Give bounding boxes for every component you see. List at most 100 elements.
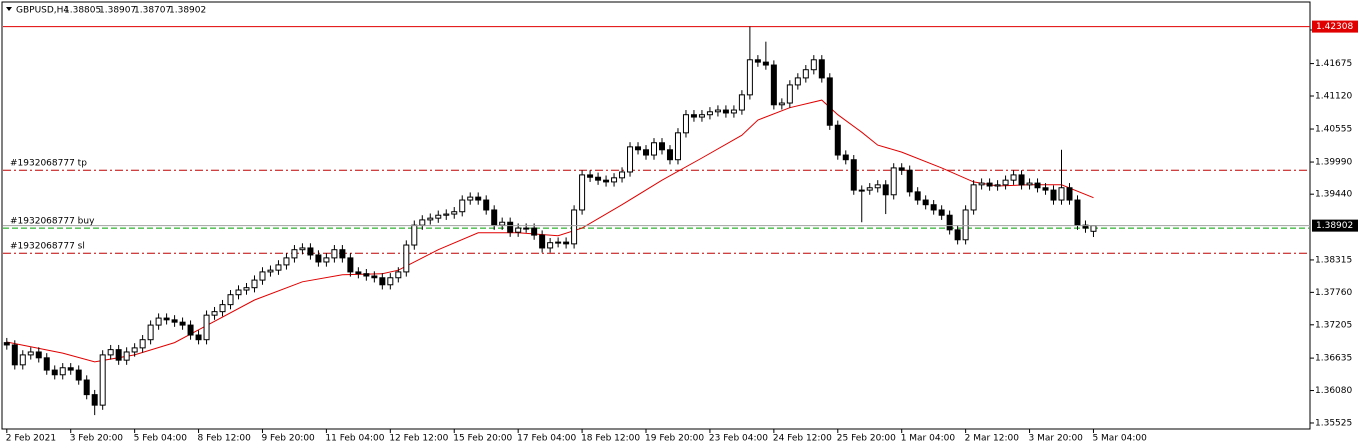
candle-body (499, 221, 506, 226)
price-tag (1312, 20, 1358, 33)
y-tick-label: 1.37760 (1315, 288, 1352, 298)
candle-body (459, 199, 466, 213)
y-tick-label: 1.37205 (1315, 320, 1352, 330)
candle-body (243, 287, 250, 291)
candle-body (363, 273, 370, 277)
candle-body (842, 154, 849, 161)
plot-frame (1, 1, 1311, 430)
candle-body (1034, 182, 1041, 189)
candle-body (938, 209, 945, 216)
candle-body (866, 187, 873, 191)
x-tick-label: 23 Feb 04:00 (709, 434, 768, 444)
candle-body (307, 247, 314, 256)
y-tick-label: 1.35525 (1315, 418, 1352, 428)
candle-body (187, 324, 194, 336)
candle-body (1026, 182, 1033, 186)
candle-body (978, 182, 985, 186)
candle-body (1010, 174, 1017, 181)
candle-body (635, 146, 642, 151)
x-tick-label: 24 Feb 12:00 (773, 434, 832, 444)
x-tick-label: 2 Feb 2021 (6, 434, 56, 444)
order-label: #1932068777 buy (10, 217, 95, 227)
candle-body (1018, 174, 1025, 186)
header-close: 1.38902 (169, 6, 206, 16)
candle-body (619, 171, 626, 179)
candle-body (722, 109, 729, 114)
candle-body (147, 324, 154, 341)
candle-body (954, 229, 961, 241)
candle-body (19, 354, 26, 366)
candle-body (35, 351, 42, 359)
x-tick-label: 3 Mar 20:00 (1029, 434, 1084, 444)
candle-body (611, 177, 618, 183)
candle-body (802, 69, 809, 79)
candle-body (986, 182, 993, 187)
moving-average (6, 99, 1094, 363)
candle-body (11, 344, 18, 366)
candle-body (531, 227, 538, 236)
candle-body (962, 209, 969, 241)
candle-body (387, 277, 394, 286)
candle-body (826, 77, 833, 126)
candle-body (323, 257, 330, 263)
candle-body (858, 189, 865, 192)
candle-body (754, 59, 761, 63)
candle-body (419, 219, 426, 226)
candle-body (443, 213, 450, 216)
y-tick-label: 1.39990 (1315, 158, 1352, 168)
candle-body (75, 369, 82, 381)
candle-body (946, 214, 953, 231)
candle-body (251, 279, 258, 289)
candle-body (922, 199, 929, 206)
candle-body (347, 257, 354, 273)
x-tick-label: 18 Feb 12:00 (581, 434, 640, 444)
y-tick-label: 1.41120 (1315, 92, 1352, 102)
y-tick-label: 1.36080 (1315, 386, 1352, 396)
candle-body (523, 227, 530, 230)
x-tick-label: 9 Feb 20:00 (261, 434, 315, 444)
candle-body (914, 191, 921, 201)
candle-body (651, 142, 658, 156)
candle-body (874, 184, 881, 189)
candle-body (475, 196, 482, 201)
candle-body (666, 149, 673, 161)
candle-body (1002, 179, 1009, 186)
candle-body (27, 351, 34, 356)
candle-body (706, 111, 713, 116)
candle-body (850, 159, 857, 191)
candle-body (906, 169, 913, 193)
candle-body (898, 167, 905, 171)
candle-body (203, 314, 210, 341)
candle-body (51, 369, 58, 376)
candle-body (595, 176, 602, 181)
header-open: 1.38805 (64, 6, 101, 16)
candle-body (171, 319, 178, 323)
candle-body (195, 334, 202, 341)
candle-body (746, 59, 753, 96)
x-tick-label: 11 Feb 04:00 (325, 434, 384, 444)
candle-body (131, 347, 138, 353)
candle-body (810, 59, 817, 71)
candle-body (603, 179, 610, 183)
candle-body (155, 317, 162, 326)
x-tick-label: 17 Feb 04:00 (517, 434, 576, 444)
candle-body (930, 204, 937, 211)
candle-body (1090, 225, 1097, 232)
candle-body (507, 221, 514, 233)
candle-body (451, 211, 458, 215)
candle-body (3, 342, 10, 346)
candle-body (435, 214, 442, 219)
header-high: 1.38907 (99, 6, 136, 16)
candle-body (658, 142, 665, 151)
y-tick-label: 1.38315 (1315, 255, 1352, 265)
candle-body (515, 227, 522, 233)
candle-body (834, 124, 841, 156)
candle-body (786, 84, 793, 104)
candle-body (179, 321, 186, 326)
candle-body (275, 264, 282, 271)
candle-body (539, 234, 546, 249)
candle-body (555, 241, 562, 244)
candle-body (259, 271, 266, 281)
x-tick-label: 5 Feb 04:00 (134, 434, 188, 444)
